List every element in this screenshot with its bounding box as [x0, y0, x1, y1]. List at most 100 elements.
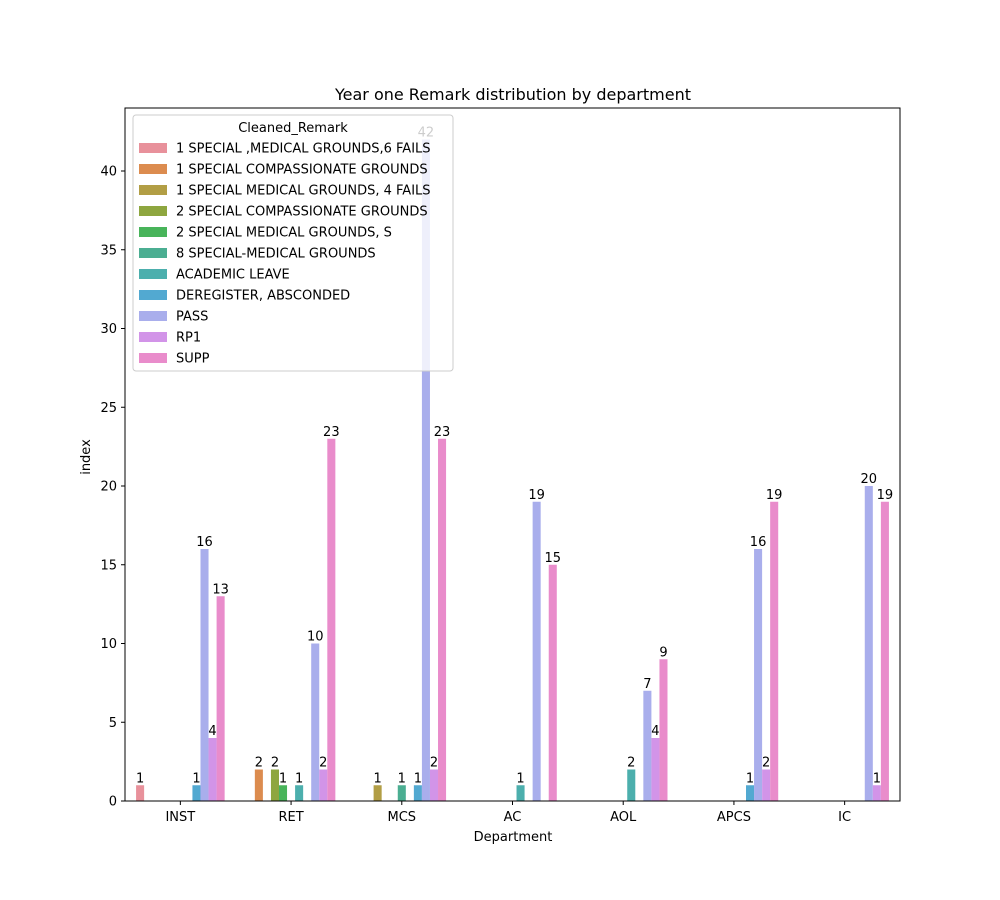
bar-value-label: 2	[271, 756, 279, 771]
bar	[319, 769, 328, 801]
x-tick-label: MCS	[388, 810, 417, 825]
bar-value-label: 23	[323, 425, 340, 440]
bar-value-label: 1	[295, 771, 303, 786]
legend-swatch	[139, 164, 167, 174]
legend-swatch	[139, 206, 167, 216]
bar	[627, 769, 636, 801]
bar-value-label: 20	[861, 472, 878, 487]
bar-value-label: 1	[279, 771, 287, 786]
y-tick-label: 30	[100, 322, 117, 337]
bar-value-label: 4	[651, 724, 659, 739]
bar-value-label: 1	[136, 771, 144, 786]
bar	[754, 549, 763, 801]
bar	[192, 785, 201, 801]
bar-labels-group: 1212111121111610421971620422421132323159…	[136, 126, 893, 787]
bar	[311, 643, 320, 801]
x-axis-label: Department	[474, 830, 553, 845]
bar	[429, 769, 439, 801]
x-tick-label: INST	[165, 810, 195, 825]
legend-items: 1 SPECIAL ,MEDICAL GROUNDS,6 FAILS 1 SPEC…	[139, 142, 431, 367]
bar-value-label: 1	[516, 771, 524, 786]
legend-swatch	[139, 353, 167, 363]
legend-swatch	[139, 227, 167, 237]
x-axis: INST RET MCS AC AOL APCS IC	[165, 801, 851, 825]
legend-swatch	[139, 248, 167, 258]
chart-title: Year one Remark distribution by departme…	[334, 85, 691, 104]
bar-value-label: 2	[627, 756, 635, 771]
legend-label: PASS	[176, 310, 208, 325]
bar	[295, 785, 304, 801]
bar	[880, 501, 889, 801]
bar-value-label: 10	[307, 630, 324, 645]
bar-value-label: 2	[255, 756, 263, 771]
x-tick-label: AOL	[610, 810, 637, 825]
bar-value-label: 16	[750, 535, 767, 550]
y-tick-label: 0	[109, 795, 117, 810]
bar	[651, 738, 660, 801]
legend-label: ACADEMIC LEAVE	[176, 268, 290, 283]
y-tick-label: 15	[100, 558, 117, 573]
x-tick-label: APCS	[717, 810, 751, 825]
bar	[548, 564, 557, 801]
y-axis: 0 5 10 15 20 25 30 35 40	[100, 165, 125, 810]
bar-value-label: 7	[643, 677, 651, 692]
bar-value-label: 19	[528, 488, 545, 503]
x-tick-label: IC	[838, 810, 851, 825]
bar	[136, 785, 145, 801]
legend-label: DEREGISTER, ABSCONDED	[176, 289, 350, 304]
bar-value-label: 4	[208, 724, 216, 739]
legend-label: 1 SPECIAL MEDICAL GROUNDS, 4 FAILS	[176, 184, 431, 199]
bar-value-label: 1	[398, 771, 406, 786]
bar	[643, 690, 652, 801]
bar-value-label: 19	[877, 488, 894, 503]
bar	[373, 785, 382, 801]
bar	[770, 501, 779, 801]
bar	[278, 785, 288, 801]
bar-value-label: 2	[762, 756, 770, 771]
y-tick-label: 35	[100, 243, 117, 258]
legend-swatch	[139, 290, 167, 300]
bar-value-label: 1	[192, 771, 200, 786]
bar	[659, 659, 668, 801]
bar	[746, 785, 755, 801]
bar-value-label: 23	[434, 425, 451, 440]
bars-group	[136, 139, 889, 801]
bar	[864, 486, 873, 801]
bar-value-label: 9	[659, 645, 667, 660]
y-tick-label: 40	[100, 165, 117, 180]
legend-swatch	[139, 311, 167, 321]
y-axis-label: index	[79, 439, 94, 475]
legend: Cleaned_Remark 1 SPECIAL ,MEDICAL GROUND…	[132, 114, 454, 372]
legend-label: 1 SPECIAL ,MEDICAL GROUNDS,6 FAILS	[176, 142, 431, 157]
bar	[327, 438, 336, 801]
bar	[208, 738, 217, 801]
y-tick-label: 5	[109, 716, 117, 731]
legend-swatch	[139, 332, 167, 342]
bar-value-label: 16	[196, 535, 213, 550]
x-tick-label: AC	[504, 810, 522, 825]
legend-label: RP1	[176, 331, 201, 346]
legend-box	[132, 114, 454, 372]
legend-label: 8 SPECIAL-MEDICAL GROUNDS	[176, 247, 376, 262]
legend-label: 2 SPECIAL COMPASSIONATE GROUNDS	[176, 205, 428, 220]
legend-label: SUPP	[176, 352, 210, 367]
bar	[438, 438, 447, 801]
bar-value-label: 1	[873, 771, 881, 786]
bar	[413, 785, 422, 801]
bar-value-label: 19	[766, 488, 783, 503]
x-tick-label: RET	[278, 810, 303, 825]
bar	[397, 785, 406, 801]
bar-value-label: 1	[746, 771, 754, 786]
bar-value-label: 2	[430, 756, 438, 771]
bar	[516, 785, 525, 801]
plot-frame	[124, 107, 901, 802]
legend-label: 2 SPECIAL MEDICAL GROUNDS, S	[176, 226, 392, 241]
bar-value-label: 1	[414, 771, 422, 786]
y-tick-label: 20	[100, 480, 117, 495]
y-tick-label: 25	[100, 401, 117, 416]
bar	[532, 501, 541, 801]
bar-value-label: 2	[319, 756, 327, 771]
bar	[216, 596, 225, 801]
legend-swatch	[139, 185, 167, 195]
